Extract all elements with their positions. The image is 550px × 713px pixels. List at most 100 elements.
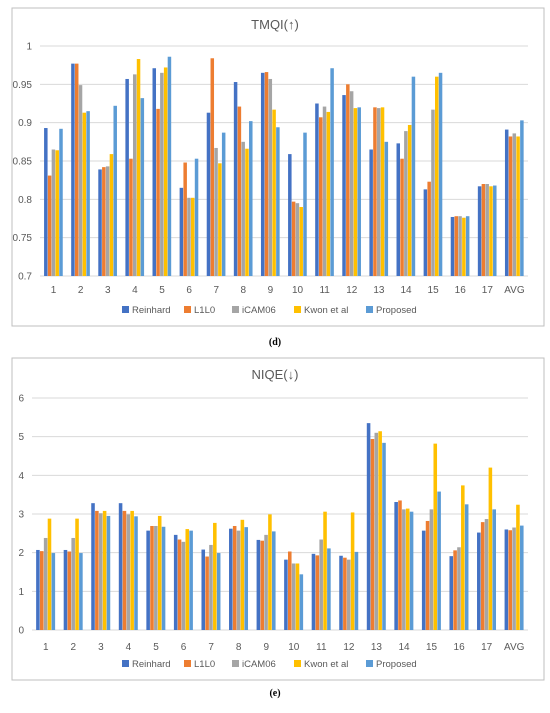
bar-l1l0 (232, 525, 237, 630)
bar-kwon-et-al (516, 504, 520, 630)
bar-l1l0 (287, 551, 292, 630)
bar-reinhard (288, 154, 292, 276)
bar-icam06 (402, 509, 406, 630)
x-tick-label: 2 (71, 642, 77, 653)
bar-proposed (299, 574, 304, 630)
legend-swatch (366, 660, 373, 667)
bar-kwon-et-al (378, 431, 382, 630)
x-tick-label: 1 (43, 642, 49, 653)
bar-kwon-et-al (213, 522, 217, 630)
bar-kwon-et-al (136, 59, 141, 276)
bar-proposed (194, 158, 199, 276)
legend-swatch (122, 306, 129, 313)
bar-l1l0 (481, 184, 486, 276)
bar-l1l0 (425, 520, 430, 630)
bar-reinhard (260, 72, 265, 276)
bar-kwon-et-al (218, 163, 222, 276)
x-tick-label: 6 (181, 642, 187, 653)
bar-kwon-et-al (380, 107, 385, 276)
bar-l1l0 (427, 181, 431, 276)
bar-icam06 (98, 513, 103, 630)
bar-proposed (493, 185, 497, 276)
bar-l1l0 (183, 162, 187, 276)
bar-kwon-et-al (268, 514, 272, 630)
bar-l1l0 (454, 216, 459, 276)
bar-reinhard (201, 549, 206, 630)
bar-reinhard (256, 539, 261, 630)
bar-l1l0 (122, 510, 127, 630)
bar-icam06 (431, 109, 435, 276)
bar-l1l0 (315, 555, 320, 630)
bar-proposed (464, 504, 469, 630)
y-tick-label: 2 (18, 548, 24, 559)
bar-reinhard (311, 553, 316, 630)
bar-reinhard (315, 103, 319, 276)
bar-proposed (249, 121, 253, 276)
bar-l1l0 (508, 530, 512, 630)
bar-reinhard (394, 502, 398, 630)
bar-icam06 (71, 537, 75, 630)
bar-proposed (272, 531, 276, 630)
x-tick-label: AVG (504, 642, 525, 653)
legend-swatch (122, 660, 129, 667)
bar-proposed (382, 442, 386, 630)
bar-kwon-et-al (240, 519, 245, 630)
bar-proposed (303, 132, 307, 276)
bar-kwon-et-al (75, 518, 79, 630)
x-tick-label: 7 (213, 285, 219, 296)
x-tick-label: 3 (98, 642, 104, 653)
bar-icam06 (295, 203, 300, 276)
y-tick-label: 0.8 (18, 195, 32, 206)
bar-l1l0 (264, 72, 269, 276)
bar-proposed (437, 491, 441, 630)
legend-label: iCAM06 (242, 305, 276, 316)
bar-l1l0 (370, 438, 375, 630)
bar-reinhard (421, 530, 426, 630)
x-tick-label: 14 (398, 642, 410, 653)
bar-icam06 (78, 85, 83, 276)
x-tick-label: 11 (316, 642, 327, 653)
bar-kwon-et-al (326, 111, 331, 277)
bar-proposed (357, 107, 361, 276)
bar-reinhard (36, 549, 40, 630)
bar-proposed (79, 553, 83, 630)
x-tick-label: 10 (288, 642, 300, 653)
x-tick-label: 6 (186, 285, 192, 296)
bar-proposed (492, 509, 497, 630)
bar-l1l0 (398, 500, 402, 630)
bar-l1l0 (102, 167, 106, 276)
bar-icam06 (349, 91, 354, 276)
bar-icam06 (457, 547, 461, 630)
x-tick-label: 12 (343, 642, 355, 653)
bar-reinhard (125, 78, 129, 276)
y-tick-label: 6 (18, 394, 24, 405)
legend-label: Proposed (376, 659, 417, 670)
legend-swatch (184, 306, 191, 313)
bar-l1l0 (318, 117, 323, 276)
bar-icam06 (291, 563, 296, 630)
bar-proposed (113, 105, 117, 276)
bar-kwon-et-al (163, 67, 168, 276)
x-tick-label: 15 (428, 285, 440, 296)
bar-proposed (161, 526, 166, 630)
bar-l1l0 (237, 106, 242, 276)
bar-proposed (520, 525, 524, 630)
x-tick-label: 13 (373, 285, 385, 296)
bar-proposed (216, 553, 221, 630)
bar-l1l0 (156, 108, 160, 277)
bar-icam06 (132, 74, 137, 277)
bar-proposed (244, 527, 249, 630)
bar-reinhard (173, 534, 178, 630)
bar-kwon-et-al (407, 124, 412, 276)
bar-proposed (520, 120, 524, 277)
x-tick-label: 9 (263, 642, 269, 653)
bar-kwon-et-al (55, 150, 59, 276)
bar-kwon-et-al (433, 443, 438, 630)
x-tick-label: 5 (159, 285, 165, 296)
y-tick-label: 5 (18, 432, 24, 443)
bar-reinhard (118, 503, 123, 630)
x-tick-label: 11 (319, 285, 330, 296)
legend-swatch (294, 306, 301, 313)
bar-reinhard (44, 128, 48, 276)
